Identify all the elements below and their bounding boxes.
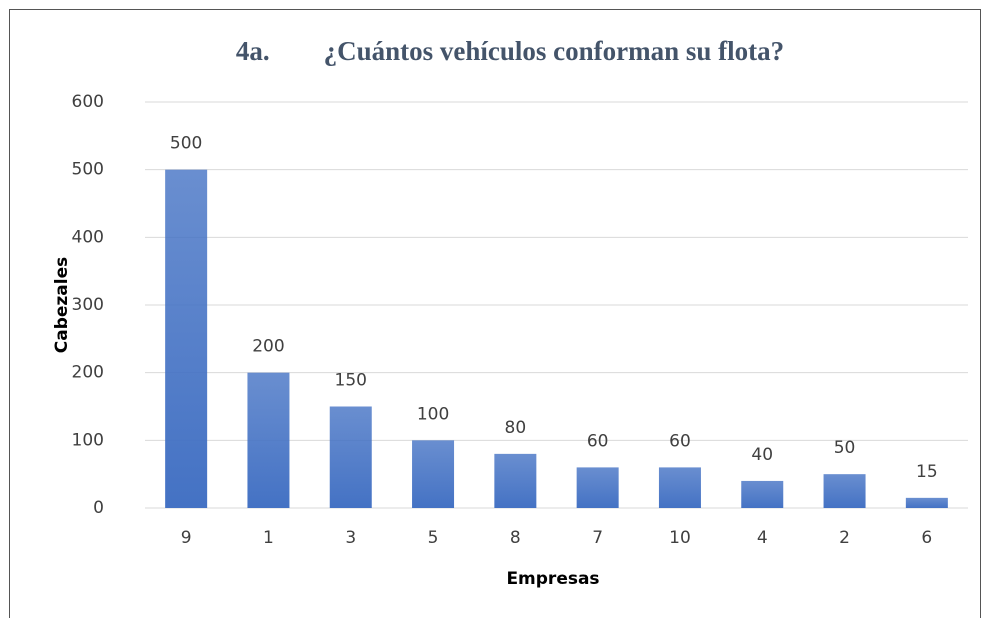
y-tick-label: 500 bbox=[72, 160, 104, 180]
data-label: 100 bbox=[417, 404, 449, 424]
x-tick-label: 7 bbox=[592, 528, 603, 548]
y-tick-label: 100 bbox=[72, 430, 104, 450]
bar bbox=[576, 467, 619, 508]
x-tick-label: 5 bbox=[428, 528, 439, 548]
x-tick-label: 1 bbox=[263, 528, 274, 548]
x-tick-label: 8 bbox=[510, 528, 521, 548]
y-tick-label: 400 bbox=[72, 227, 104, 247]
bar bbox=[412, 440, 455, 508]
y-tick-label: 0 bbox=[93, 498, 104, 518]
bar bbox=[905, 497, 948, 508]
bar bbox=[329, 406, 372, 508]
x-tick-label: 9 bbox=[181, 528, 192, 548]
data-label: 40 bbox=[751, 445, 773, 465]
data-label: 60 bbox=[669, 431, 691, 451]
frame bbox=[9, 9, 981, 618]
data-label: 150 bbox=[335, 371, 367, 391]
x-tick-label: 4 bbox=[757, 528, 768, 548]
data-label: 15 bbox=[916, 462, 938, 482]
x-axis-title: Empresas bbox=[506, 569, 599, 589]
data-label: 60 bbox=[587, 431, 609, 451]
bar bbox=[741, 480, 784, 508]
bar bbox=[658, 467, 701, 508]
data-label: 500 bbox=[170, 134, 202, 154]
bar bbox=[165, 169, 208, 508]
y-tick-label: 300 bbox=[72, 295, 104, 315]
bar bbox=[247, 372, 290, 508]
chart-title: 4a. ¿Cuántos vehículos conforman su flot… bbox=[236, 36, 784, 66]
x-tick-label: 6 bbox=[921, 528, 932, 548]
y-tick-label: 200 bbox=[72, 363, 104, 383]
y-axis-title: Cabezales bbox=[52, 257, 72, 354]
x-tick-label: 10 bbox=[669, 528, 691, 548]
bar bbox=[494, 453, 537, 508]
data-label: 50 bbox=[834, 438, 856, 458]
data-label: 200 bbox=[252, 337, 284, 357]
x-tick-label: 2 bbox=[839, 528, 850, 548]
y-tick-label: 600 bbox=[72, 92, 104, 112]
bar bbox=[823, 474, 866, 508]
x-tick-label: 3 bbox=[345, 528, 356, 548]
data-label: 80 bbox=[505, 418, 527, 438]
